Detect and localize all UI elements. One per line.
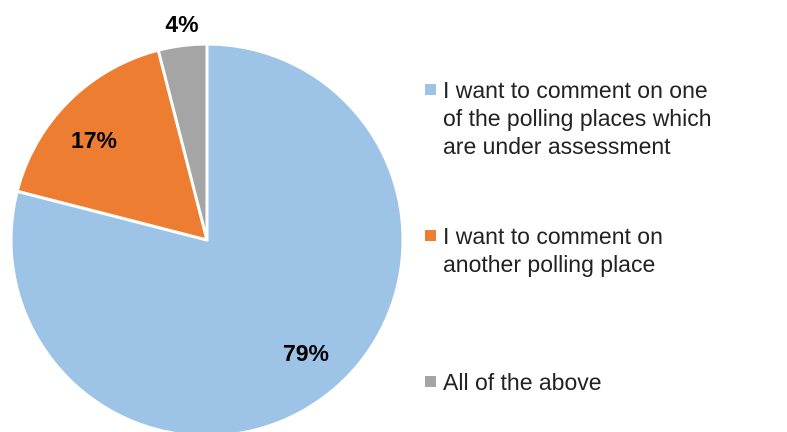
legend-item-1: I want to comment on another polling pla…	[425, 222, 779, 278]
legend-item-2: All of the above	[425, 368, 779, 396]
legend-label-0: I want to comment on one of the polling …	[443, 76, 779, 160]
legend-swatch-2	[425, 376, 436, 387]
slice-label-2: 4%	[165, 11, 198, 37]
slice-label-1: 17%	[71, 127, 117, 153]
legend-swatch-1	[425, 230, 436, 241]
legend-item-0: I want to comment on one of the polling …	[425, 76, 779, 160]
legend-label-1: I want to comment on another polling pla…	[443, 222, 779, 278]
legend-label-2: All of the above	[443, 368, 779, 396]
legend-swatch-0	[425, 84, 436, 95]
slice-label-0: 79%	[283, 340, 329, 366]
